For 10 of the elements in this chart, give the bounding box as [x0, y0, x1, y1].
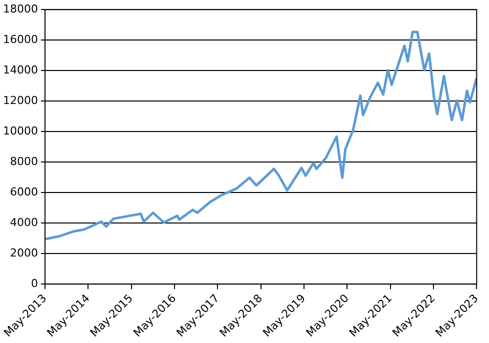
y-tick-label: 18000: [2, 2, 38, 16]
y-tick-label: 8000: [10, 154, 38, 168]
y-tick-label: 6000: [10, 185, 38, 198]
y-tick-label: 4000: [10, 216, 38, 229]
y-tick-label: 0: [30, 276, 38, 290]
y-tick-label: 2000: [10, 246, 38, 260]
y-tick-label: 16000: [2, 32, 38, 46]
y-tick-label: 10000: [2, 124, 38, 138]
y-tick-label: 14000: [2, 63, 38, 76]
y-tick-label: 12000: [2, 94, 38, 107]
